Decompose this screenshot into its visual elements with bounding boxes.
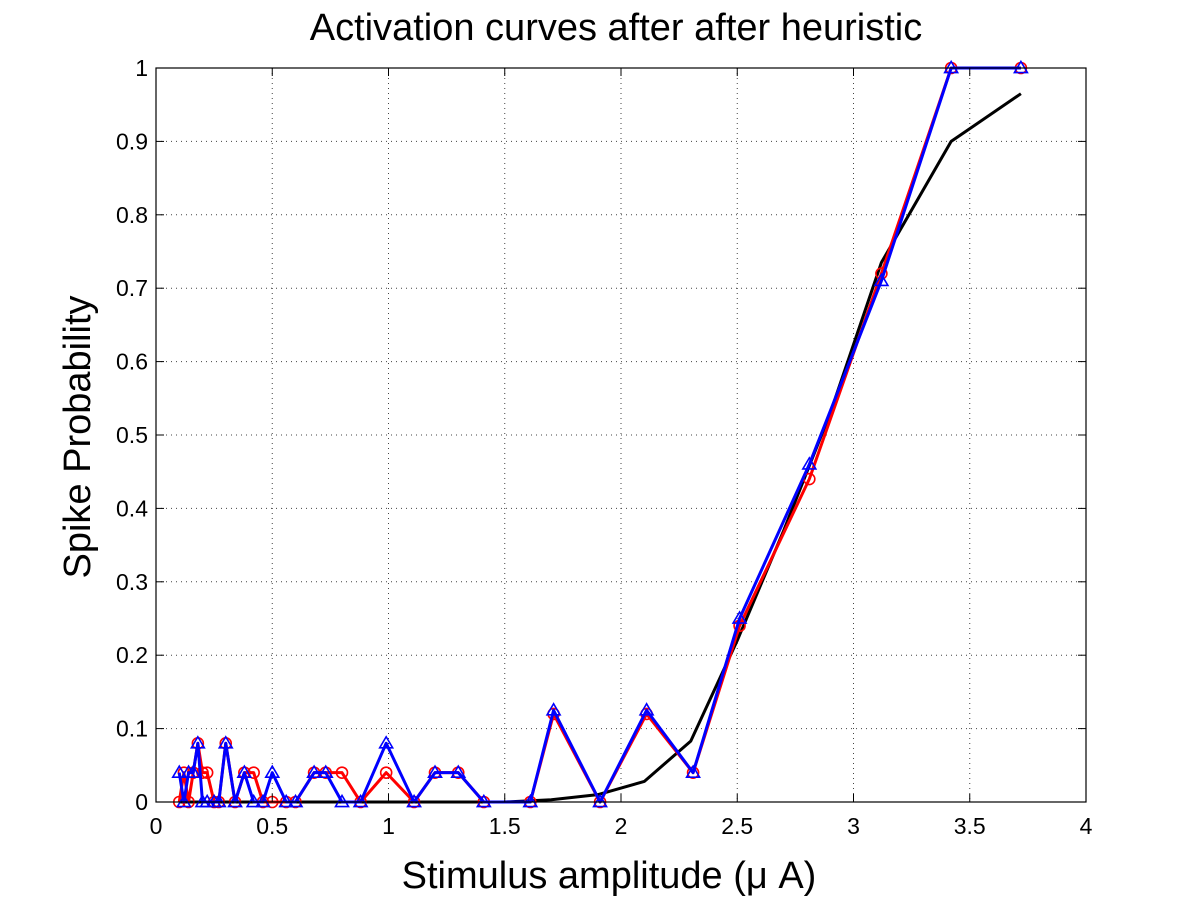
y-tick-label: 0.7 xyxy=(116,275,148,301)
x-tick-label: 3.5 xyxy=(954,813,986,839)
series-line xyxy=(177,66,1021,804)
triangle-marker xyxy=(264,764,281,778)
chart-title: Activation curves after after heuristic xyxy=(310,7,922,49)
triangle-marker xyxy=(245,793,262,808)
y-axis-label: Spike Probability xyxy=(57,295,99,578)
x-tick-label: 4 xyxy=(1080,813,1093,839)
series-line xyxy=(179,92,1022,804)
y-tick-label: 0.4 xyxy=(116,495,148,521)
triangle-marker xyxy=(171,764,188,778)
triangle-marker xyxy=(255,793,271,808)
y-tick-label: 0.2 xyxy=(116,642,148,668)
triangle-marker xyxy=(873,272,890,287)
circle-marker xyxy=(335,766,349,779)
x-axis-label: Stimulus amplitude (μ A) xyxy=(402,855,817,897)
triangle-marker xyxy=(638,702,655,716)
triangle-marker xyxy=(185,764,202,778)
triangle-marker xyxy=(731,610,748,624)
triangle-marker xyxy=(685,764,701,778)
triangle-marker xyxy=(210,793,227,808)
x-tick-label: 1.5 xyxy=(489,813,521,839)
triangle-marker xyxy=(227,793,243,808)
triangle-marker xyxy=(592,793,608,808)
x-tick-label: 3 xyxy=(847,813,860,839)
triangle-marker xyxy=(189,735,206,749)
triangle-marker xyxy=(334,793,350,808)
x-tick-label: 0 xyxy=(150,813,163,839)
x-tick-label: 2.5 xyxy=(721,813,753,839)
triangle-marker xyxy=(306,764,322,778)
triangle-marker xyxy=(217,735,234,749)
triangle-marker xyxy=(406,793,422,808)
circle-marker xyxy=(379,766,393,779)
axis-ticks: 0 0.5 1 1.5 2 2.5 3 3.5 4 0 0.1 0.2 0.3 0.4 0.5 0.6 0.7 0… xyxy=(116,55,1093,839)
x-tick-label: 2 xyxy=(615,813,628,839)
triangle-marker xyxy=(176,793,192,808)
series-2 xyxy=(179,92,1022,804)
triangle-marker xyxy=(1013,59,1029,74)
y-tick-label: 0.9 xyxy=(116,128,148,154)
y-tick-label: 0 xyxy=(135,789,148,815)
triangle-marker xyxy=(475,793,492,808)
series-line xyxy=(177,66,1021,804)
triangle-marker xyxy=(545,702,562,716)
triangle-marker xyxy=(317,764,334,778)
triangle-marker xyxy=(943,59,960,74)
triangle-marker xyxy=(278,793,295,808)
y-tick-label: 1 xyxy=(135,55,148,81)
triangle-marker xyxy=(801,456,818,470)
series-1 xyxy=(171,59,1029,808)
y-tick-label: 0.6 xyxy=(116,349,148,375)
triangle-marker xyxy=(236,764,253,778)
grid-lines xyxy=(156,68,1086,802)
triangle-marker xyxy=(287,793,304,808)
y-tick-label: 0.1 xyxy=(116,716,148,742)
triangle-marker xyxy=(450,764,467,778)
triangle-marker xyxy=(378,735,395,749)
triangle-marker xyxy=(352,793,369,808)
y-tick-label: 0.3 xyxy=(116,569,148,595)
y-tick-label: 0.8 xyxy=(116,202,148,228)
y-tick-label: 0.5 xyxy=(116,422,148,448)
data-series xyxy=(171,59,1029,809)
x-tick-label: 0.5 xyxy=(256,813,288,839)
triangle-marker xyxy=(522,793,539,808)
x-tick-label: 1 xyxy=(382,813,395,839)
triangle-marker xyxy=(427,764,443,778)
